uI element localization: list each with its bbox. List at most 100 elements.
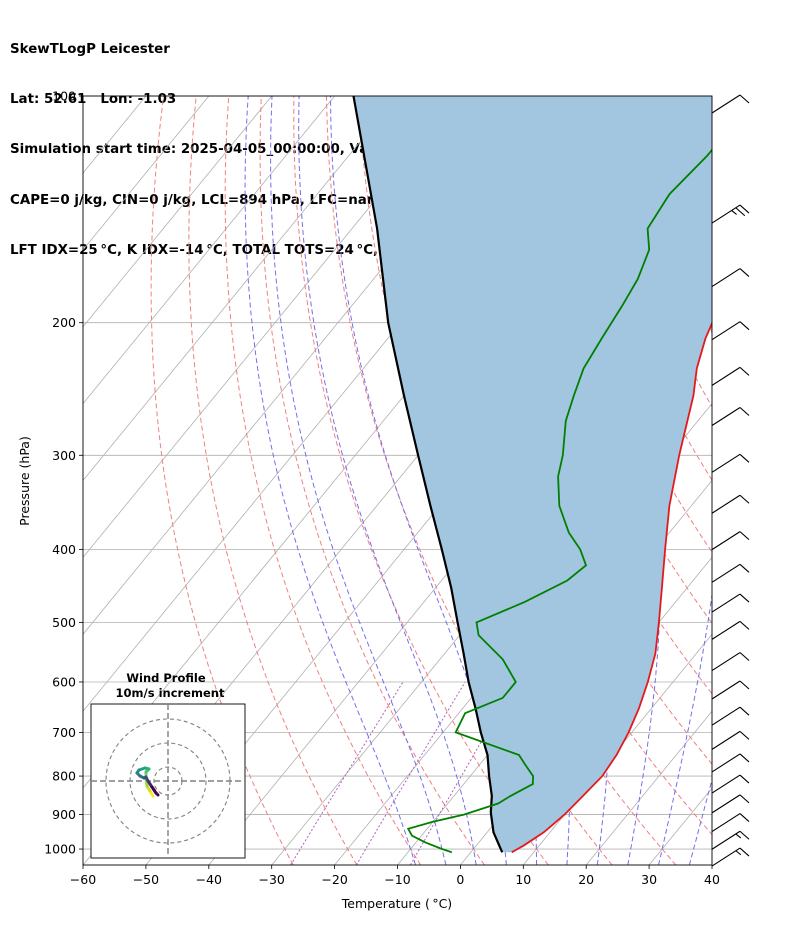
wind-barbs: [711, 94, 750, 867]
wind-barb-staff: [711, 453, 741, 473]
wind-barb-staff: [711, 366, 741, 386]
dry-adiabat-line: [150, 96, 294, 865]
wind-barb: [711, 730, 750, 750]
wind-barb-flag: [739, 593, 750, 603]
wind-barb: [711, 593, 750, 613]
wind-barb: [711, 830, 750, 850]
cape-cin-shading: [353, 96, 712, 853]
wind-barb-staff: [711, 204, 741, 224]
wind-barb-flag: [739, 830, 750, 840]
y-tick-label: 500: [52, 615, 76, 630]
moist-adiabat-line: [244, 96, 416, 865]
y-tick-label: 200: [52, 315, 76, 330]
inset-title: Wind Profile: [126, 671, 206, 685]
title-line-1: SkewTLogP Leicester: [10, 41, 170, 57]
wind-barb: [711, 407, 750, 426]
y-tick-label: 400: [52, 542, 76, 557]
wind-barb-staff: [711, 753, 741, 773]
wind-barb-flag: [739, 563, 750, 573]
wind-barb-staff: [711, 847, 741, 867]
y-tick-label: 700: [52, 725, 76, 740]
wind-barb-staff: [711, 620, 741, 640]
cin-shaded-area: [353, 96, 712, 853]
dry-adiabat-line: [783, 96, 794, 865]
temperature-line: [511, 321, 712, 854]
wind-barb-staff: [711, 321, 741, 341]
wind-barb-half-flag: [735, 833, 742, 839]
wind-barb-staff: [711, 813, 741, 833]
wind-barb: [711, 204, 750, 224]
x-tick-label: −30: [259, 872, 285, 887]
y-tick-label: 900: [52, 807, 76, 822]
wind-barb: [711, 531, 750, 551]
wind-barb-flag: [739, 620, 750, 630]
isotherm-line: [83, 96, 210, 251]
x-tick-label: −60: [70, 872, 96, 887]
wind-barb-staff: [711, 730, 741, 750]
y-tick-label: 300: [52, 448, 76, 463]
isotherm-line: [83, 96, 273, 328]
hodograph-trace-segment: [154, 791, 160, 797]
wind-barb-flag: [739, 847, 750, 857]
x-tick-label: 30: [641, 872, 657, 887]
wind-barb-flag: [739, 794, 750, 804]
wind-barb-staff: [711, 407, 741, 426]
wind-barb: [711, 620, 750, 640]
wind-barb-flag: [739, 531, 750, 541]
wind-barb-flag: [739, 453, 750, 463]
profile-lines: [352, 96, 712, 854]
wind-barb-flag: [739, 94, 750, 104]
wind-barb-staff: [711, 706, 741, 726]
wind-barb-flag: [739, 753, 750, 763]
wind-barb: [711, 453, 750, 473]
wind-barb-staff: [711, 563, 741, 583]
inset-subtitle: 10m/s increment: [116, 686, 225, 700]
wind-barb-flag: [739, 407, 750, 416]
x-tick-label: −50: [133, 872, 159, 887]
x-tick-label: 10: [515, 872, 531, 887]
x-tick-label: 40: [704, 872, 720, 887]
axis-ticks: −60 −50 −40 −30 −20 −10 0 10 20 30 40 100 200 300 400 5…: [44, 89, 720, 888]
isotherm-line: [522, 633, 712, 865]
dry-adiabat-line: [259, 96, 485, 865]
wind-barb: [711, 706, 750, 726]
isotherm-line: [83, 96, 84, 97]
isotherm-line: [83, 96, 461, 559]
wind-barb-flag: [739, 494, 750, 504]
moist-adiabat-line: [330, 96, 507, 865]
wind-barb-staff: [711, 268, 741, 288]
dry-adiabat-line: [750, 96, 794, 865]
dry-adiabat-line: [188, 96, 358, 865]
wind-barb-flag: [739, 813, 750, 822]
y-axis-label: Pressure (hPa): [17, 436, 32, 526]
wind-barb-half-flag: [731, 210, 737, 215]
wind-barb-flag: [739, 680, 750, 690]
isotherm-line: [83, 96, 335, 405]
wind-barb-staff: [711, 774, 741, 794]
y-tick-label: 100: [52, 89, 76, 104]
isotherm-line: [711, 864, 712, 865]
wind-barb: [711, 268, 750, 288]
y-tick-label: 800: [52, 769, 76, 784]
wind-barb: [711, 753, 750, 773]
wind-barb: [711, 794, 750, 814]
dry-adiabat-line: [717, 96, 794, 865]
moist-adiabat-line: [644, 96, 712, 865]
x-tick-label: −10: [384, 872, 410, 887]
wind-barb: [711, 494, 750, 514]
wind-barb-staff: [711, 593, 741, 613]
wind-barb: [711, 680, 750, 700]
wind-barb: [711, 366, 750, 386]
wind-barb: [711, 652, 750, 671]
x-axis-label: Temperature ( °C): [341, 896, 452, 911]
wind-barb-flag: [739, 268, 750, 277]
wind-barb-staff: [711, 680, 741, 700]
wind-barb-staff: [711, 794, 741, 814]
wind-barb-staff: [711, 494, 741, 514]
wind-barb-flag: [739, 706, 750, 716]
mixing-ratio-line: [290, 681, 404, 865]
wind-barb-flag: [739, 366, 750, 376]
wind-barb-flag: [739, 321, 750, 331]
wind-barb: [711, 563, 750, 583]
